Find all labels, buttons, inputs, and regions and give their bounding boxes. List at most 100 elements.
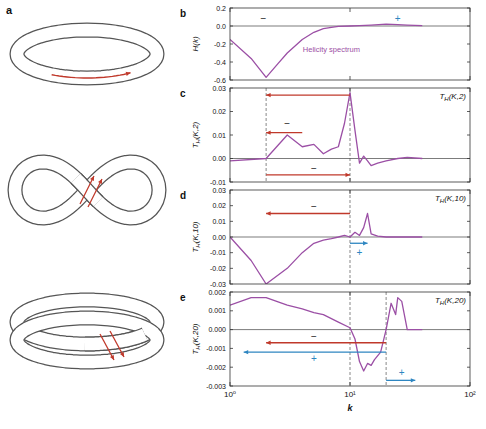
y-tick (467, 252, 470, 253)
flow-arrow (88, 179, 102, 207)
x-tick (350, 8, 351, 12)
y-tick (467, 8, 470, 9)
transfer-arrow (266, 174, 350, 175)
transfer-arrow-head (266, 211, 271, 215)
flow-arrow-head (120, 352, 124, 357)
y-tick (467, 158, 470, 159)
ref-line (350, 88, 351, 182)
y-tick-label: -0.6 (214, 77, 226, 84)
y-tick-label: 0.00 (212, 155, 226, 162)
y-tick (467, 88, 470, 89)
panel-letter: c (180, 88, 186, 99)
annotation: − (311, 163, 317, 174)
y-axis-title: TH(K,2) (191, 121, 201, 148)
y-tick-label: 0.02 (212, 108, 226, 115)
plot-frame (230, 88, 470, 182)
x-tick-label: 10⁰ (224, 390, 236, 399)
panel-tag: TH(K,10) (435, 194, 466, 204)
data-line (230, 24, 422, 77)
transfer-arrow-head (363, 241, 368, 245)
panel-b: 0.20.0-0.2-0.4-0.6Helicity spectrum−+H(k… (180, 5, 470, 84)
x-tick (470, 76, 471, 80)
x-tick (470, 382, 471, 386)
figure: a0.20.0-0.2-0.4-0.6Helicity spectrum−+H(… (0, 0, 486, 429)
y-tick (467, 284, 470, 285)
transfer-arrow-head (266, 93, 271, 97)
label-part: (K,2) (449, 92, 467, 101)
annotation: − (311, 331, 317, 342)
annotation: − (284, 118, 290, 129)
y-tick (467, 237, 470, 238)
y-tick (230, 310, 233, 311)
y-tick-label: 0.01 (212, 132, 226, 139)
x-tick (350, 292, 351, 296)
y-tick (230, 252, 233, 253)
y-tick (230, 80, 233, 81)
annotation: − (261, 13, 267, 24)
y-tick-label: 0.001 (208, 307, 226, 314)
y-tick (230, 329, 233, 330)
x-tick (230, 280, 231, 284)
x-tick (350, 382, 351, 386)
plot-frame (230, 292, 470, 386)
x-tick (350, 76, 351, 80)
y-tick-label: -0.01 (210, 179, 226, 186)
x-tick (350, 190, 351, 194)
y-tick-label: -0.4 (214, 59, 226, 66)
y-tick (467, 386, 470, 387)
y-tick (230, 135, 233, 136)
y-tick-label: 0.000 (208, 326, 226, 333)
x-tick (230, 88, 231, 92)
plot-area (230, 292, 470, 386)
y-tick (230, 386, 233, 387)
y-tick-label: 0.00 (212, 234, 226, 241)
y-tick-label: 0.01 (212, 218, 226, 225)
y-tick-label: -0.2 (214, 41, 226, 48)
transfer-arrow-head (266, 130, 271, 134)
y-tick-label: 0.03 (212, 187, 226, 194)
y-tick-label: -0.001 (206, 345, 226, 352)
y-tick (467, 80, 470, 81)
band-outline (15, 162, 159, 218)
y-tick (230, 292, 233, 293)
panel-c: -0.010.000.010.020.03−−TH(K,2)TH(K,2)c (180, 85, 470, 186)
x-tick (470, 178, 471, 182)
transfer-arrow (266, 342, 386, 343)
x-tick (230, 292, 231, 296)
band-outline (17, 30, 157, 78)
panel-letter: a (6, 4, 13, 16)
flow-arrow-head (110, 355, 114, 360)
y-tick (230, 221, 233, 222)
plot-area (230, 190, 470, 284)
y-tick-label: -0.003 (206, 383, 226, 390)
plot-frame (230, 190, 470, 284)
x-tick (470, 190, 471, 194)
annotation: + (357, 247, 363, 258)
label-part: (K,20) (444, 296, 466, 305)
panel-letter: d (180, 190, 186, 201)
x-tick (350, 88, 351, 92)
ref-line (266, 88, 267, 182)
x-tick (470, 292, 471, 296)
flow-arrow (100, 334, 114, 360)
y-tick-label: 0.0 (216, 23, 226, 30)
y-tick (230, 88, 233, 89)
flow-arrow (110, 331, 124, 357)
x-tick (350, 178, 351, 182)
x-tick (350, 280, 351, 284)
data-line (230, 93, 422, 166)
x-axis-title: k (347, 403, 353, 413)
transfer-arrow-head (411, 378, 416, 382)
y-axis-title: TH(K,10) (191, 221, 201, 252)
annotation: + (395, 13, 401, 24)
flow-arrow-head (98, 179, 102, 184)
panel-d: -0.03-0.02-0.010.000.010.020.03−+TH(K,10… (180, 187, 470, 288)
y-tick-label: 0.002 (208, 289, 226, 296)
y-tick (467, 367, 470, 368)
x-tick (230, 8, 231, 12)
flow-arrow-head (90, 176, 94, 181)
label-part: (K,10) (444, 194, 466, 203)
transfer-arrow (266, 94, 350, 95)
y-tick (230, 8, 233, 9)
y-tick (467, 190, 470, 191)
